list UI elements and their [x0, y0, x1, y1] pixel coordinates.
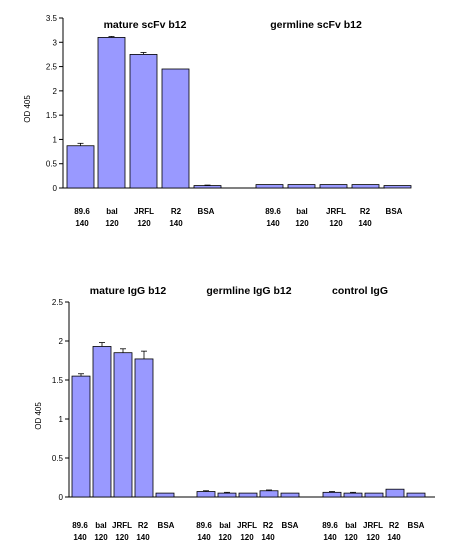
group-title: control IgG — [332, 285, 388, 297]
y-tick-label: 2 — [53, 87, 58, 96]
category-label-line2: 120 — [295, 219, 309, 228]
y-tick-label: 1 — [53, 135, 58, 144]
bar — [322, 491, 342, 498]
category-label: bal — [106, 207, 118, 216]
bar — [287, 184, 316, 189]
top-y-axis-label: OD 405 — [23, 95, 32, 123]
bar — [161, 68, 190, 189]
bar — [155, 492, 175, 498]
category-label: 89.6 — [196, 521, 212, 530]
bar — [259, 490, 279, 498]
category-label: 89.6 — [322, 521, 338, 530]
category-label-line2: 140 — [75, 219, 89, 228]
category-label: BSA — [408, 521, 425, 530]
category-label: 89.6 — [74, 207, 90, 216]
category-label: JRFL — [237, 521, 257, 530]
bar — [129, 54, 158, 189]
category-label: BSA — [282, 521, 299, 530]
group-title: germline IgG b12 — [206, 285, 291, 297]
top-chart-panel: OD 405 0 0.5 1 1.5 2 2.5 3 3.5 mature scFv b12 89… — [23, 14, 412, 228]
category-label-line2: 140 — [197, 533, 211, 542]
bottom-y-axis-label: OD 405 — [34, 402, 43, 430]
bar — [385, 488, 405, 498]
bar — [351, 184, 380, 189]
category-label-line2: 140 — [136, 533, 150, 542]
bar — [364, 492, 384, 498]
y-tick-label: 0 — [59, 493, 64, 502]
category-label-line2: 120 — [366, 533, 380, 542]
category-label-line2: 140 — [358, 219, 372, 228]
category-label: BSA — [386, 207, 403, 216]
y-tick-label: 1.5 — [52, 376, 64, 385]
y-tick-label: 0.5 — [46, 160, 58, 169]
bar — [193, 185, 222, 189]
bar — [113, 352, 133, 498]
y-tick-label: 2 — [59, 337, 64, 346]
bar — [319, 184, 348, 189]
bar — [92, 346, 112, 498]
category-label-line2: 120 — [94, 533, 108, 542]
group-title: mature scFv b12 — [104, 19, 187, 31]
category-label-line2: 120 — [137, 219, 151, 228]
category-label-line2: 120 — [344, 533, 358, 542]
bar — [406, 492, 426, 498]
bar — [134, 358, 154, 498]
category-label: R2 — [389, 521, 400, 530]
bar — [255, 184, 284, 189]
category-label: JRFL — [363, 521, 383, 530]
bar — [97, 37, 126, 189]
group-title: mature IgG b12 — [90, 285, 167, 297]
bar — [196, 491, 216, 498]
category-label-line2: 140 — [169, 219, 183, 228]
bottom-chart-panel: OD 405 0 0.5 1 1.5 2 2.5 mature IgG b12 89.6 140… — [34, 285, 435, 542]
category-label-line2: 120 — [218, 533, 232, 542]
y-tick-label: 1.5 — [46, 111, 58, 120]
y-tick-label: 2.5 — [46, 63, 58, 72]
bar — [66, 145, 95, 189]
category-label: R2 — [263, 521, 274, 530]
bar — [238, 492, 258, 498]
category-label-line2: 120 — [115, 533, 129, 542]
category-label: 89.6 — [72, 521, 88, 530]
y-tick-label: 3.5 — [46, 14, 58, 23]
y-tick-label: 1 — [59, 415, 64, 424]
category-label-line2: 140 — [261, 533, 275, 542]
category-label: JRFL — [112, 521, 132, 530]
category-label-line2: 120 — [329, 219, 343, 228]
category-label: R2 — [171, 207, 182, 216]
category-label: JRFL — [326, 207, 346, 216]
category-label: 89.6 — [265, 207, 281, 216]
category-label: bal — [219, 521, 231, 530]
bar — [280, 492, 300, 498]
category-label-line2: 120 — [240, 533, 254, 542]
bar — [217, 492, 237, 498]
category-label-line2: 140 — [73, 533, 87, 542]
category-label: R2 — [360, 207, 371, 216]
category-label-line2: 140 — [323, 533, 337, 542]
y-tick-label: 0.5 — [52, 454, 64, 463]
category-label: BSA — [158, 521, 175, 530]
category-label-line2: 140 — [387, 533, 401, 542]
y-tick-label: 3 — [53, 38, 58, 47]
category-label: JRFL — [134, 207, 154, 216]
category-label-line2: 120 — [105, 219, 119, 228]
y-tick-label: 0 — [53, 184, 58, 193]
bar — [343, 492, 363, 498]
bar — [383, 185, 412, 189]
bar — [71, 375, 91, 498]
category-label: bal — [345, 521, 357, 530]
category-label: bal — [95, 521, 107, 530]
category-label: R2 — [138, 521, 149, 530]
group-title: germline scFv b12 — [270, 19, 362, 31]
category-label-line2: 140 — [266, 219, 280, 228]
category-label: bal — [296, 207, 308, 216]
y-tick-label: 2.5 — [52, 298, 64, 307]
category-label: BSA — [198, 207, 215, 216]
